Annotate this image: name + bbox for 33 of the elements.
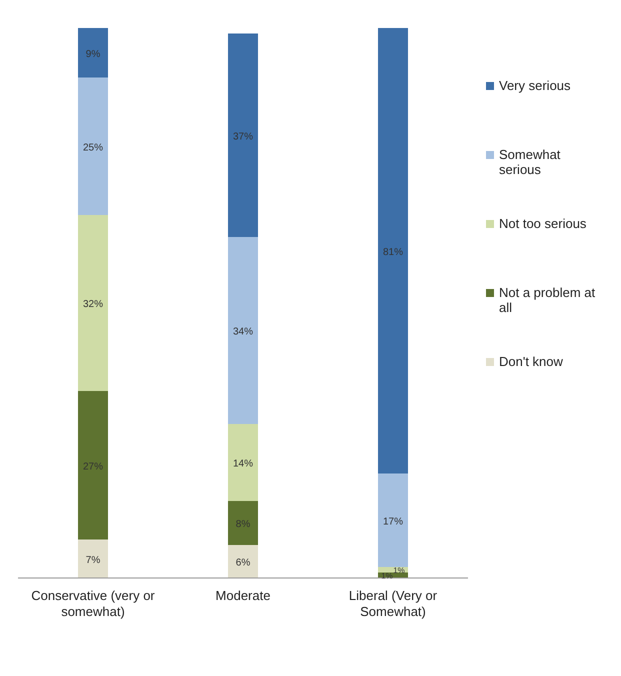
data-label: 6% (236, 558, 250, 568)
legend-label: Not a problem at all (499, 285, 596, 315)
bar (378, 28, 408, 474)
legend-label: Not too serious (499, 216, 586, 231)
data-label: 17% (382, 516, 404, 528)
data-label: 9% (86, 48, 100, 60)
bar (228, 545, 258, 578)
data-label: 14% (232, 458, 254, 470)
bar (78, 28, 108, 78)
bar (228, 34, 258, 237)
bar (78, 78, 108, 215)
data-label: 25% (82, 142, 104, 154)
x-tick-label: Conservative (very or somewhat) (31, 588, 156, 619)
legend-label: Very serious (499, 78, 571, 93)
bar (78, 215, 108, 391)
bar (228, 501, 258, 545)
bar (78, 391, 108, 540)
x-tick-label: Liberal (Very or Somewhat) (348, 588, 438, 619)
bar (78, 540, 108, 578)
data-label: 34% (232, 326, 254, 338)
data-label: 27% (82, 461, 104, 472)
data-label: 8% (236, 519, 250, 530)
data-label: 81% (382, 246, 404, 258)
bar (228, 424, 258, 501)
data-label: 7% (86, 554, 100, 566)
data-label: 37% (232, 131, 254, 142)
bar (228, 237, 258, 424)
x-tick-label: Moderate (216, 588, 270, 603)
bar (378, 474, 408, 567)
data-label: 1% (393, 566, 405, 575)
legend-label: Don't know (499, 354, 563, 369)
data-label: 32% (82, 299, 104, 310)
legend-label: Somewhat serious (499, 147, 562, 177)
